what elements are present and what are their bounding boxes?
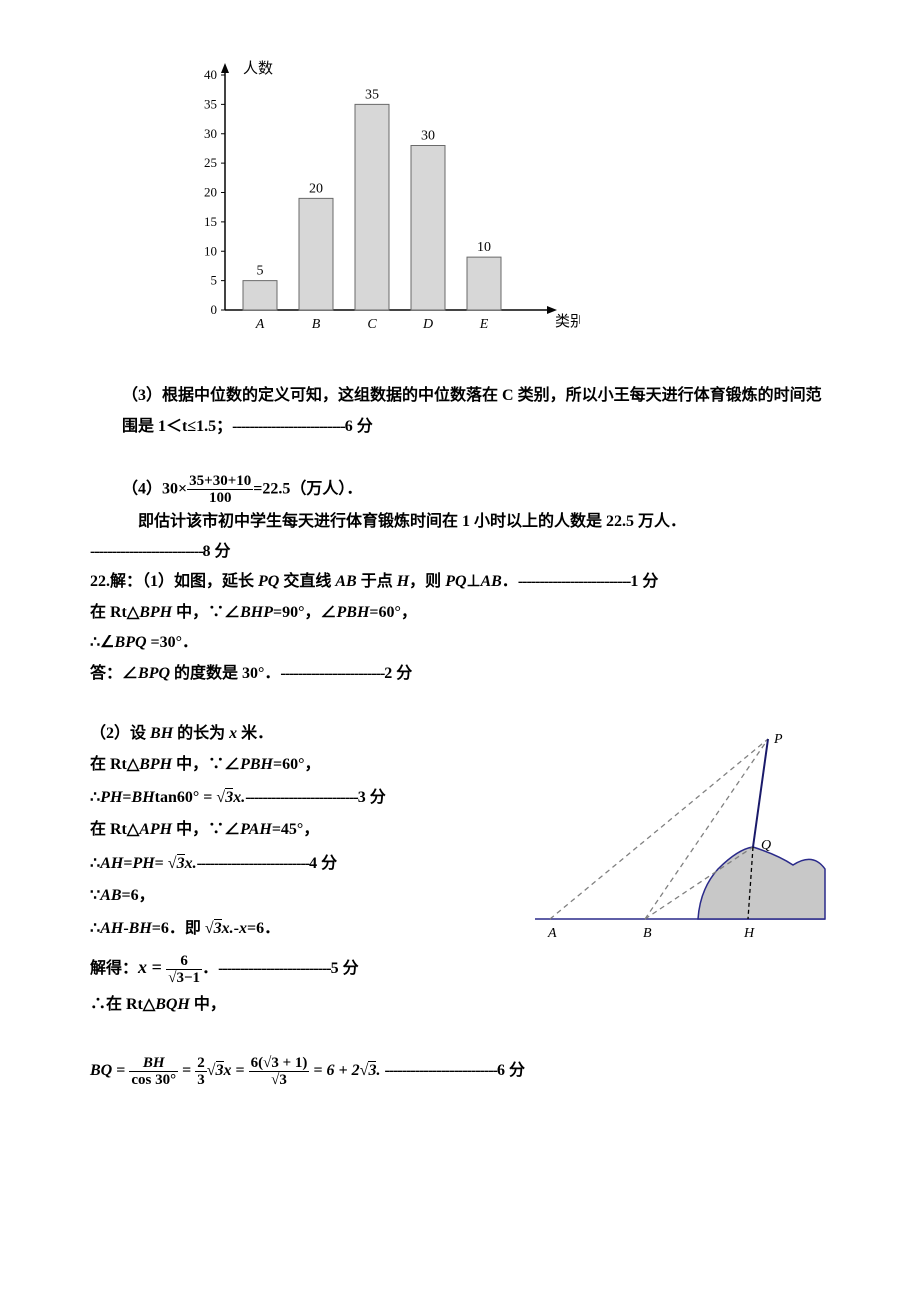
q22-line2: 在 Rt△BPH 中，∵∠BHP=90°，∠PBH=60°， xyxy=(90,598,830,628)
svg-text:B: B xyxy=(643,926,652,941)
svg-text:5: 5 xyxy=(257,264,264,279)
svg-text:20: 20 xyxy=(204,185,217,200)
svg-text:类别: 类别 xyxy=(555,313,580,330)
svg-text:30: 30 xyxy=(421,129,435,144)
svg-text:20: 20 xyxy=(309,181,323,196)
svg-text:人数: 人数 xyxy=(243,60,273,77)
svg-text:P: P xyxy=(773,732,783,747)
q4-score: --------------------------8 分 xyxy=(90,537,830,567)
svg-text:30: 30 xyxy=(204,126,217,141)
svg-text:H: H xyxy=(743,926,755,941)
svg-text:B: B xyxy=(312,317,321,332)
svg-text:A: A xyxy=(547,926,557,941)
svg-text:10: 10 xyxy=(204,243,217,258)
svg-text:A: A xyxy=(255,317,265,332)
svg-text:25: 25 xyxy=(204,155,217,170)
q22b-l7: ∴在 Rt△BQH 中， xyxy=(90,990,830,1020)
geometry-diagram: A B H P Q xyxy=(530,719,830,960)
svg-text:0: 0 xyxy=(211,302,218,317)
svg-text:35: 35 xyxy=(204,96,217,111)
q22-line1: 22.解：（1）如图，延长 PQ 交直线 AB 于点 H，则 PQ⊥AB．---… xyxy=(90,567,830,597)
svg-text:D: D xyxy=(422,317,433,332)
svg-text:E: E xyxy=(479,317,489,332)
q22b-bq: BQ = BHcos 30° = 23√3x = 6(√3 + 1)√3 = 6… xyxy=(90,1050,830,1092)
bar-chart-svg: 0 5 10 15 20 25 30 35 40 人数类别 5 A 20 B 35 C 30 D 10 E xyxy=(170,60,580,340)
q22-line3: ∴∠BPQ =30°． xyxy=(90,628,830,658)
svg-text:35: 35 xyxy=(365,87,379,102)
geometry-svg: A B H P Q xyxy=(530,719,830,949)
svg-text:40: 40 xyxy=(204,67,217,82)
q3-text: （3）根据中位数的定义可知，这组数据的中位数落在 C 类别，所以小王每天进行体育… xyxy=(122,381,830,442)
q22-ans1: 答：∠BPQ 的度数是 30°．------------------------… xyxy=(90,659,830,689)
svg-text:Q: Q xyxy=(761,838,771,853)
q4-conclusion: 即估计该市初中学生每天进行体育锻炼时间在 1 小时以上的人数是 22.5 万人． xyxy=(138,507,830,537)
bar-chart: 0 5 10 15 20 25 30 35 40 人数类别 5 A 20 B 35 C 30 D 10 E xyxy=(170,60,830,351)
svg-text:5: 5 xyxy=(211,273,218,288)
svg-text:15: 15 xyxy=(204,214,217,229)
svg-text:C: C xyxy=(367,317,377,332)
svg-text:10: 10 xyxy=(477,240,491,255)
q4-calc: （4）30×35+30+10100=22.5（万人）． xyxy=(122,473,830,507)
